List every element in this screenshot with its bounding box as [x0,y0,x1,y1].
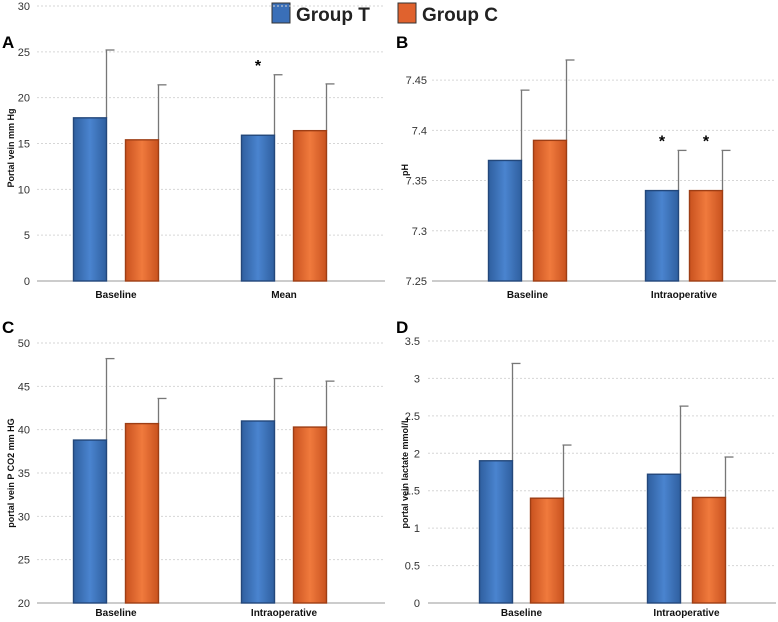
y-tick-label-d-7: 3.5 [405,336,420,348]
y-tick-label-d-2: 1 [414,523,420,535]
bar-b-c-1 [688,189,724,282]
y-tick-label-d-4: 2 [414,448,420,460]
y-axis-label-a: Portal vein mm Hg [6,108,16,187]
panel-letter-d: D [396,318,408,337]
y-tick-label-c-5: 45 [18,381,30,393]
panel-letter-c: C [2,318,14,337]
y-tick-label-c-6: 50 [18,338,30,350]
y-axis-label-d: portal vein lactate mmol/L [400,417,410,529]
y-tick-label-a-2: 10 [18,184,30,196]
legend: Group T Group C [271,2,498,26]
y-tick-label-c-0: 20 [18,598,30,610]
x-category-label-a-1: Mean [271,290,297,301]
bar-d-c-0 [529,497,565,604]
legend-label-group-c: Group C [422,5,498,26]
x-category-label-b-0: Baseline [507,290,549,301]
bar-c-c-0 [124,422,160,604]
bar-a-t-0 [72,117,108,282]
panel-letter-a: A [2,33,14,52]
y-tick-label-d-6: 3 [414,373,420,385]
y-tick-label-d-3: 1.5 [405,486,420,498]
y-axis-label-b: pH [400,164,410,176]
y-tick-label-a-5: 25 [18,47,30,59]
x-category-label-c-0: Baseline [95,608,137,619]
y-tick-label-d-0: 0 [414,598,420,610]
y-tick-label-d-5: 2.5 [405,411,420,423]
panel-letter-b: B [396,33,408,52]
y-tick-label-a-0: 0 [24,276,30,288]
panel-a: A 0 5 10 15 20 25 30 Portal vein mm Hg * Baseline M… [2,1,385,301]
y-tick-label-b-2: 7.35 [406,176,427,188]
bar-d-c-1 [691,496,727,604]
y-tick-label-a-6: 30 [18,1,30,13]
y-tick-label-c-2: 30 [18,511,30,523]
bar-b-t-1 [644,189,680,282]
significance-marker-a-0: * [255,58,262,75]
y-tick-label-b-3: 7.4 [412,125,427,137]
y-tick-label-b-0: 7.25 [406,276,427,288]
bar-c-c-1 [292,426,328,604]
legend-swatch-group-t [271,2,291,24]
panel-b: B 7.25 7.3 7.35 7.4 7.45 pH * * Baseline Intraoper… [396,33,776,301]
y-tick-label-b-1: 7.3 [412,226,427,238]
legend-swatch-group-c [397,2,417,24]
bar-a-t-1 [240,134,276,282]
y-tick-label-d-1: 0.5 [405,561,420,573]
x-category-label-d-1: Intraoperative [653,608,720,619]
y-tick-label-a-1: 5 [24,230,30,242]
bar-a-c-0 [124,139,160,282]
panel-c: C 20 25 30 35 40 45 50 portal vein P CO2 mm HG Ba… [2,318,385,619]
legend-label-group-t: Group T [296,5,370,26]
bar-a-c-1 [292,129,328,282]
y-tick-label-b-4: 7.45 [406,75,427,87]
y-tick-label-a-3: 15 [18,139,30,151]
panel-d: D 0 0.5 1 1.5 2 2.5 3 3.5 portal vein lactate mmo… [396,318,776,619]
y-tick-label-c-1: 25 [18,555,30,567]
y-tick-label-a-4: 20 [18,93,30,105]
significance-marker-b-1: * [703,133,710,150]
bar-b-t-0 [487,159,523,282]
bar-c-t-1 [240,420,276,604]
x-category-label-c-1: Intraoperative [251,608,318,619]
bar-d-t-1 [646,473,682,604]
significance-marker-b-0: * [659,133,666,150]
y-tick-label-c-4: 40 [18,425,30,437]
x-category-label-d-0: Baseline [501,608,543,619]
bar-d-t-0 [478,460,514,604]
y-tick-label-c-3: 35 [18,468,30,480]
bar-c-t-0 [72,439,108,604]
y-axis-label-c: portal vein P CO2 mm HG [6,418,16,527]
bar-b-c-0 [532,139,568,282]
x-category-label-b-1: Intraoperative [651,290,718,301]
x-category-label-a-0: Baseline [95,290,137,301]
